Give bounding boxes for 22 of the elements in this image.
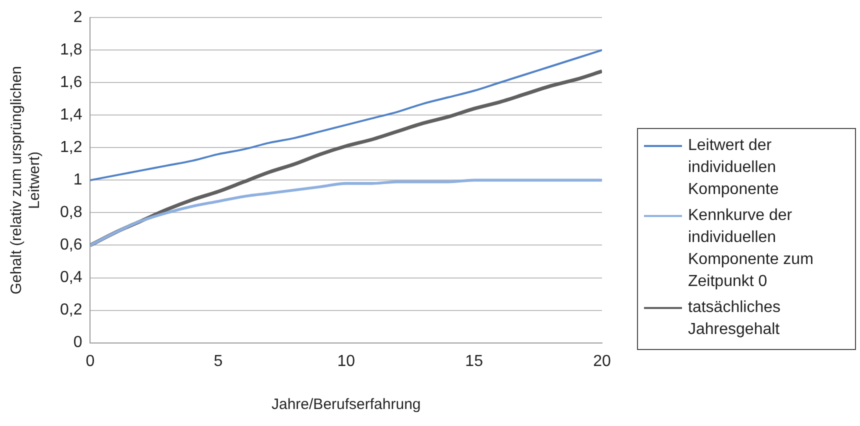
- y-axis-title: Gehalt (relativ zum ursprünglichen Leitwert): [8, 66, 44, 294]
- x-axis-title: Jahre/Berufserfahrung: [271, 396, 421, 414]
- legend-label: tatsächliches Jahresgehalt: [688, 298, 782, 340]
- y-tick-label: 1,2: [60, 139, 82, 156]
- y-tick-label: 0,8: [60, 204, 82, 222]
- line-series: [90, 178, 602, 247]
- y-tick-label: 2: [73, 9, 82, 26]
- y-tick-label: 0: [73, 334, 82, 352]
- y-tick-label: 0,6: [60, 236, 82, 254]
- x-tick-label: 5: [214, 352, 223, 370]
- x-tick-label: 15: [465, 352, 484, 370]
- x-tick-label: 10: [337, 352, 356, 370]
- y-tick-label: 1,4: [60, 106, 82, 124]
- y-tick-label: 1,6: [60, 74, 82, 92]
- y-tick-label: 1,8: [60, 42, 82, 59]
- legend-label: Leitwert der individuellen Komponente: [688, 136, 780, 200]
- x-tick-label: 0: [86, 352, 95, 370]
- x-tick-label: 20: [593, 352, 611, 370]
- y-tick-label: 0,4: [60, 269, 82, 286]
- y-tick-label: 1: [73, 172, 82, 189]
- y-tick-label: 0,2: [60, 302, 82, 319]
- line-series: [90, 49, 602, 182]
